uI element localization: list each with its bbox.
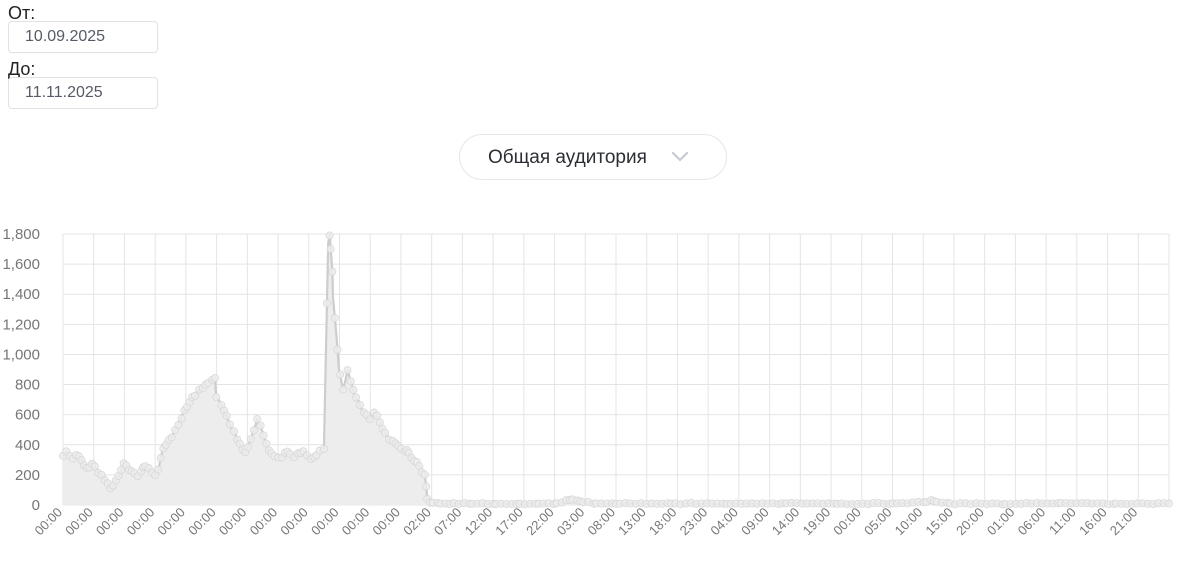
svg-text:21:00: 21:00 [1107,505,1141,539]
svg-text:00:00: 00:00 [93,505,127,539]
svg-text:02:00: 02:00 [400,505,434,539]
svg-text:0: 0 [32,497,40,514]
svg-text:01:00: 01:00 [984,505,1018,539]
svg-text:200: 200 [15,467,40,484]
svg-text:600: 600 [15,407,40,424]
svg-text:00:00: 00:00 [124,505,158,539]
svg-text:08:00: 08:00 [585,505,619,539]
svg-text:03:00: 03:00 [554,505,588,539]
svg-text:800: 800 [15,377,40,394]
svg-text:20:00: 20:00 [953,505,987,539]
svg-text:05:00: 05:00 [861,505,895,539]
svg-text:400: 400 [15,437,40,454]
svg-text:23:00: 23:00 [677,505,711,539]
svg-text:1,200: 1,200 [2,316,40,333]
svg-text:07:00: 07:00 [431,505,465,539]
svg-text:16:00: 16:00 [1076,505,1110,539]
svg-text:1,600: 1,600 [2,256,40,273]
svg-text:17:00: 17:00 [492,505,526,539]
svg-text:14:00: 14:00 [769,505,803,539]
svg-text:00:00: 00:00 [339,505,373,539]
svg-text:06:00: 06:00 [1015,505,1049,539]
svg-text:00:00: 00:00 [185,505,219,539]
svg-text:00:00: 00:00 [830,505,864,539]
svg-text:1,800: 1,800 [2,226,40,243]
svg-text:1,400: 1,400 [2,286,40,303]
svg-text:00:00: 00:00 [277,505,311,539]
svg-text:19:00: 19:00 [800,505,834,539]
svg-text:00:00: 00:00 [247,505,281,539]
svg-text:04:00: 04:00 [707,505,741,539]
svg-text:00:00: 00:00 [308,505,342,539]
svg-text:12:00: 12:00 [462,505,496,539]
svg-text:00:00: 00:00 [62,505,96,539]
svg-text:22:00: 22:00 [523,505,557,539]
svg-text:13:00: 13:00 [615,505,649,539]
svg-text:1,000: 1,000 [2,346,40,363]
svg-text:00:00: 00:00 [216,505,250,539]
svg-text:00:00: 00:00 [154,505,188,539]
svg-text:00:00: 00:00 [369,505,403,539]
svg-text:11:00: 11:00 [1046,505,1079,538]
svg-text:15:00: 15:00 [922,505,956,539]
svg-text:09:00: 09:00 [738,505,772,539]
svg-text:18:00: 18:00 [646,505,680,539]
svg-text:10:00: 10:00 [892,505,926,539]
